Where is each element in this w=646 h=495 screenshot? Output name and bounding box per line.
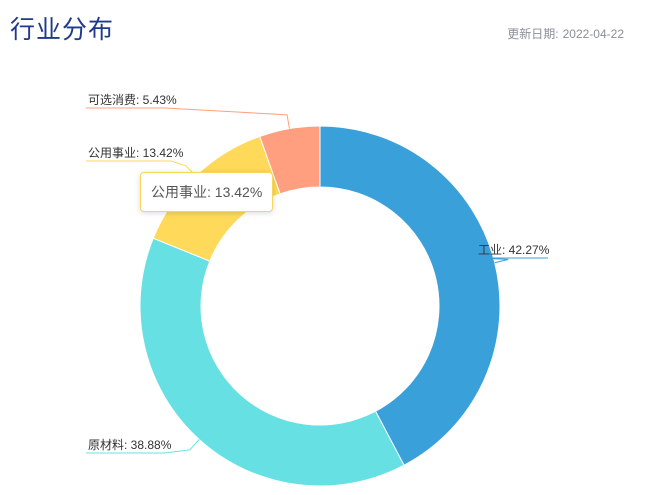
update-date-value: 2022-04-22 [562, 27, 624, 41]
chart-tooltip: 公用事业: 13.42% [140, 172, 274, 212]
leader-line-公用事业 [86, 160, 196, 177]
leader-line-可选消费 [86, 107, 290, 129]
slice-label-工业: 工业: 42.27% [478, 243, 550, 257]
update-date: 更新日期: 2022-04-22 [507, 25, 624, 42]
leader-line-工业 [475, 257, 548, 264]
slice-原材料[interactable] [139, 237, 405, 487]
update-date-label: 更新日期: [507, 27, 559, 41]
slice-label-公用事业: 公用事业: 13.42% [88, 146, 184, 160]
slice-工业[interactable] [319, 125, 501, 466]
page-title: 行业分布 [10, 16, 115, 44]
slice-label-原材料: 原材料: 38.88% [88, 438, 172, 452]
leader-line-原材料 [86, 439, 200, 454]
slice-可选消费[interactable] [259, 125, 321, 195]
slice-label-可选消费: 可选消费: 5.43% [88, 93, 177, 107]
